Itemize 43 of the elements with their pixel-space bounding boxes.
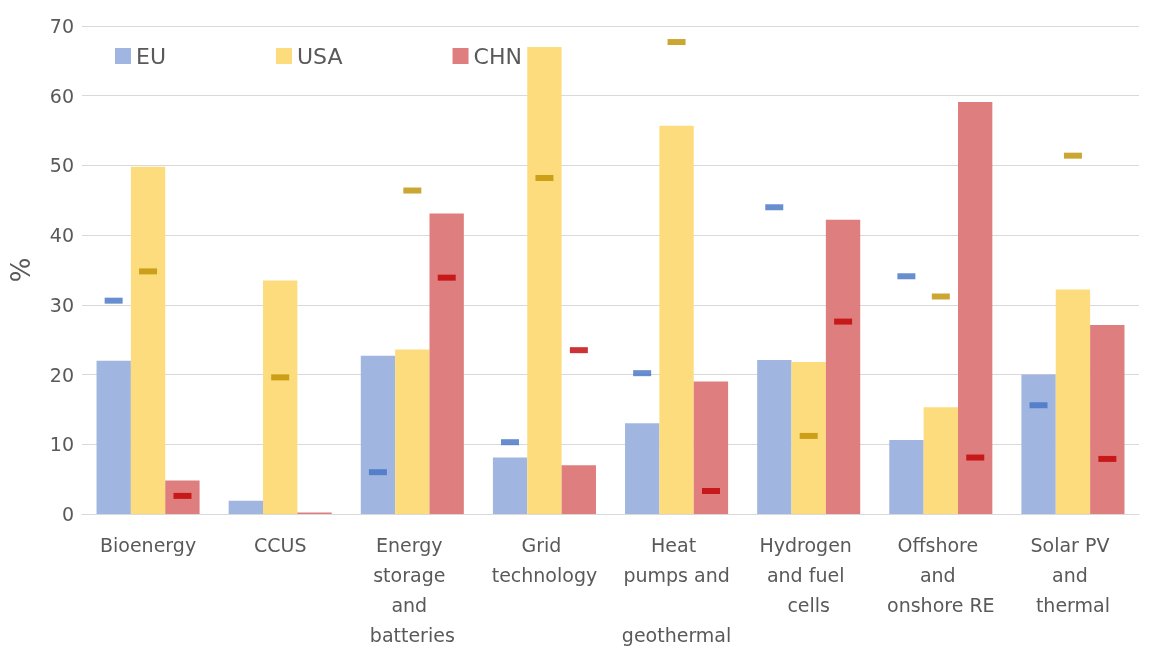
bar bbox=[625, 423, 660, 514]
x-tick-label: CCUS bbox=[253, 534, 307, 556]
y-tick-label: 0 bbox=[61, 503, 74, 525]
bar bbox=[527, 46, 562, 514]
bar bbox=[429, 213, 464, 514]
legend-label: USA bbox=[297, 43, 343, 69]
x-tick-label: Energy storage and batteries bbox=[369, 534, 455, 646]
bar bbox=[1090, 325, 1125, 514]
bar bbox=[1021, 374, 1056, 514]
bar bbox=[825, 219, 861, 514]
bar bbox=[395, 349, 430, 514]
bar bbox=[263, 280, 298, 514]
bar bbox=[1055, 289, 1091, 514]
legend-label: CHN bbox=[473, 43, 522, 69]
x-tick-label: Solar PV and thermal bbox=[1030, 534, 1116, 616]
bar bbox=[96, 360, 131, 514]
bar bbox=[791, 362, 826, 514]
bar bbox=[492, 457, 528, 514]
x-tick-label: Hydrogen and fuel cells bbox=[759, 534, 858, 616]
bar bbox=[957, 101, 993, 514]
category-label: Heat pumps and geothermal bbox=[621, 534, 732, 646]
y-tick-label: 20 bbox=[49, 363, 74, 386]
bar bbox=[360, 355, 396, 514]
y-tick-label: 40 bbox=[49, 224, 74, 247]
x-tick-label: Grid technology bbox=[491, 534, 598, 586]
bar bbox=[693, 381, 729, 514]
x-tick-label: Bioenergy bbox=[99, 534, 197, 556]
bar bbox=[659, 125, 694, 514]
y-tick-label: 10 bbox=[49, 433, 74, 456]
y-axis-title: % bbox=[6, 257, 36, 283]
bar bbox=[228, 500, 264, 514]
bar bbox=[757, 359, 792, 514]
y-tick-label: 70 bbox=[49, 15, 74, 37]
bar bbox=[889, 440, 924, 514]
bar bbox=[165, 480, 200, 514]
y-tick-label: 60 bbox=[49, 84, 74, 107]
x-tick-label: Offshore and onshore RE bbox=[887, 534, 995, 616]
bar bbox=[130, 166, 166, 514]
bar bbox=[923, 407, 958, 514]
legend-label: EU bbox=[136, 43, 167, 69]
bar bbox=[561, 465, 596, 514]
y-tick-label: 50 bbox=[49, 154, 74, 177]
y-tick-label: 30 bbox=[49, 293, 74, 316]
